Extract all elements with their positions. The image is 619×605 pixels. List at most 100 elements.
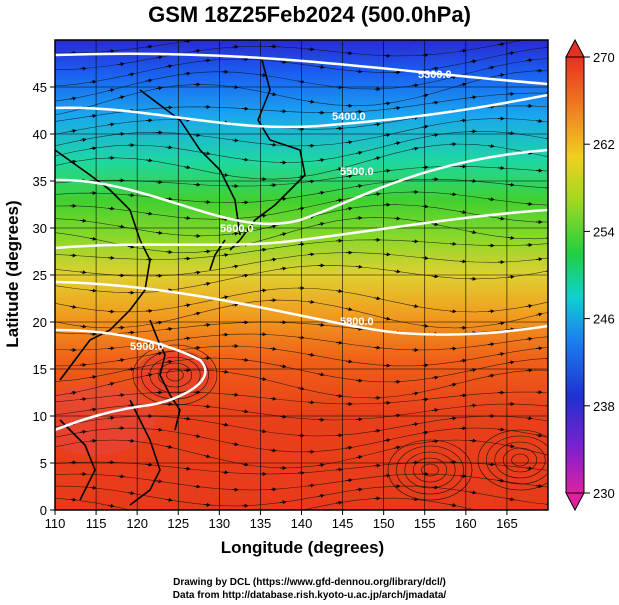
- wind-arrow: [183, 216, 191, 221]
- contour-label: 5900.0: [130, 341, 164, 353]
- wind-arrow: [450, 37, 456, 38]
- wind-arrow: [335, 198, 343, 203]
- wind-arrow: [497, 352, 505, 357]
- wind-arrow: [79, 429, 87, 434]
- wind-arrow: [449, 503, 457, 508]
- wind-arrow: [459, 118, 467, 123]
- streamline-eddy: [132, 344, 218, 406]
- wind-arrow: [535, 118, 543, 123]
- wind-arrow: [259, 73, 267, 78]
- wind-arrow: [307, 483, 315, 488]
- streamline-eddy: [149, 356, 201, 394]
- streamline: [55, 265, 548, 294]
- streamline: [55, 415, 548, 437]
- wind-arrow: [89, 79, 97, 84]
- streamline-eddy: [421, 463, 439, 477]
- wind-arrow: [449, 382, 457, 387]
- wind-arrow: [165, 145, 173, 150]
- wind-arrow: [203, 454, 211, 459]
- wind-arrow: [411, 146, 419, 151]
- streamline-eddy: [494, 441, 546, 479]
- wind-arrow: [545, 270, 548, 272]
- wind-arrow: [107, 415, 115, 420]
- wind-arrow: [203, 323, 211, 328]
- wind-arrow: [497, 216, 505, 221]
- streamline: [55, 46, 548, 87]
- wind-arrow: [345, 445, 353, 450]
- wind-arrow: [545, 46, 548, 48]
- streamline-eddy: [477, 429, 548, 491]
- wind-arrow: [107, 88, 115, 93]
- wind-arrow: [507, 274, 515, 279]
- wind-arrow: [459, 358, 467, 363]
- wind-arrow: [487, 197, 495, 202]
- wind-arrow: [279, 414, 287, 419]
- wind-arrow: [203, 151, 211, 156]
- wind-arrow: [536, 37, 542, 38]
- wind-arrow: [545, 237, 548, 239]
- wind-arrow: [269, 92, 277, 97]
- wind-arrow: [431, 408, 439, 413]
- wind-arrow: [488, 513, 494, 514]
- wind-arrow: [269, 142, 277, 147]
- wind-arrow: [89, 485, 97, 490]
- wind-arrow: [221, 295, 229, 300]
- colorbar-tick-label: 230: [593, 486, 615, 501]
- wind-arrow: [383, 438, 391, 443]
- wind-arrow: [183, 336, 191, 341]
- wind-arrow: [545, 405, 548, 407]
- colorbar-tick-label: 254: [593, 224, 615, 239]
- wind-arrow: [193, 48, 201, 53]
- wind-arrow: [373, 345, 381, 350]
- wind-arrow: [69, 304, 77, 309]
- colorbar-ticks: 230 238 246 254 262 270: [584, 50, 615, 501]
- wind-arrow: [355, 455, 363, 460]
- wind-arrow: [345, 307, 353, 312]
- wind-arrow: [469, 95, 477, 100]
- wind-arrow: [279, 364, 287, 369]
- contour-label: 5400.0: [332, 111, 366, 123]
- wind-arrow: [222, 36, 228, 37]
- colorbar-bar: [565, 56, 585, 494]
- wind-arrow: [355, 487, 363, 492]
- wind-arrow: [127, 491, 135, 496]
- wind-arrow: [69, 390, 77, 395]
- wind-arrow: [107, 206, 115, 211]
- wind-arrow: [145, 158, 153, 163]
- wind-arrow: [117, 393, 125, 398]
- x-tick-label: 150: [373, 516, 395, 531]
- streamline: [55, 287, 548, 313]
- wind-arrow: [89, 375, 97, 380]
- wind-arrow: [449, 416, 457, 421]
- wind-arrow: [411, 497, 419, 502]
- wind-arrow: [449, 346, 457, 351]
- wind-arrow: [317, 493, 325, 498]
- wind-arrow: [193, 270, 201, 275]
- wind-arrow: [231, 231, 239, 236]
- wind-arrow: [345, 478, 353, 483]
- wind-arrow: [231, 302, 239, 307]
- wind-arrow: [193, 311, 201, 316]
- wind-arrow: [373, 463, 381, 468]
- wind-arrow: [269, 396, 277, 401]
- streamline-eddy: [502, 447, 538, 473]
- wind-arrow: [335, 500, 343, 505]
- wind-arrow: [335, 289, 343, 293]
- x-tick-label: 135: [250, 516, 272, 531]
- streamline: [55, 497, 478, 510]
- wind-arrow: [259, 376, 267, 381]
- wind-arrow: [459, 48, 467, 53]
- grid-lines: [55, 40, 548, 510]
- wind-arrow: [507, 235, 515, 240]
- wind-arrow: [221, 253, 229, 258]
- wind-arrow: [345, 174, 353, 179]
- wind-arrow: [155, 230, 163, 235]
- colorbar-top-arrow: [565, 38, 585, 58]
- streamline-eddy: [404, 451, 456, 489]
- wind-arrow: [297, 386, 305, 391]
- wind-arrow: [545, 138, 548, 140]
- y-axis-label: Latitude (degrees): [3, 200, 22, 348]
- contour-label: 5600.0: [220, 223, 254, 235]
- wind-arrow: [535, 257, 543, 262]
- wind-arrow: [335, 340, 343, 345]
